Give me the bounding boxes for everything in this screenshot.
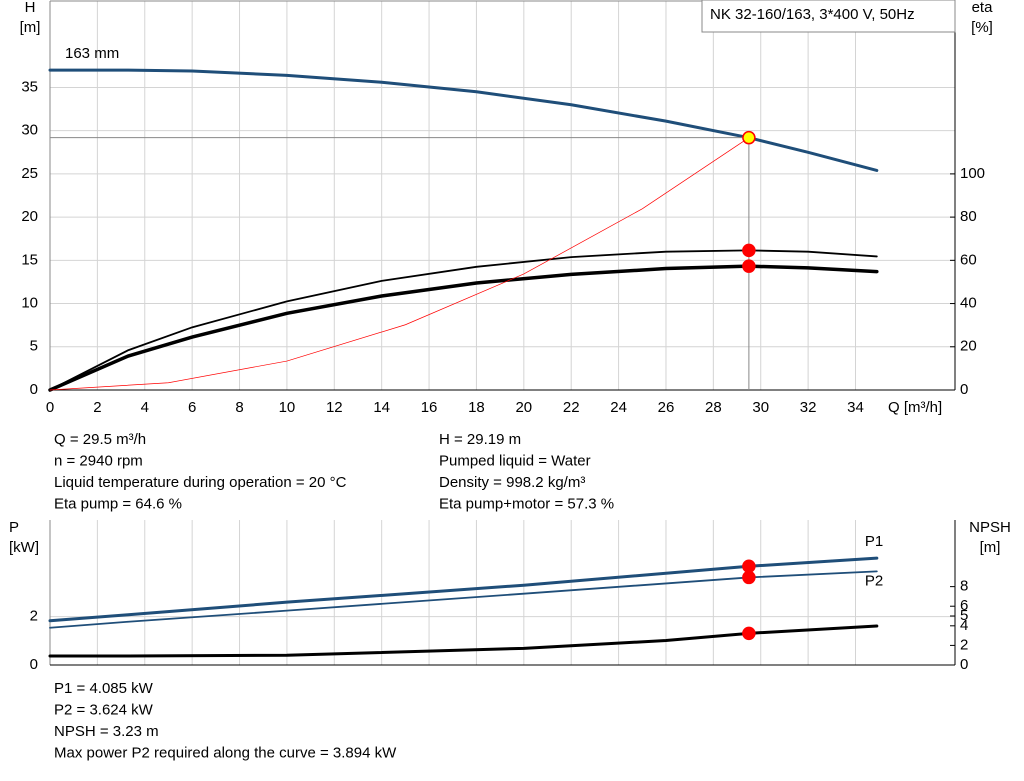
- y2-axis-label: [%]: [971, 19, 993, 36]
- x-tick-label: 20: [515, 399, 532, 416]
- y2-tick-label: 6: [960, 597, 968, 614]
- x-tick-label: 10: [279, 399, 296, 416]
- x-tick-label: 4: [141, 399, 149, 416]
- operating-point: [742, 559, 756, 574]
- info-text: P1 = 4.085 kW: [54, 680, 154, 697]
- x-tick-label: 34: [847, 399, 864, 416]
- info-text: NPSH = 3.23 m: [54, 723, 159, 740]
- x-tick-label: 6: [188, 399, 196, 416]
- y-tick-label: 2: [30, 608, 38, 625]
- y-tick-label: 15: [21, 251, 38, 268]
- x-tick-label: 2: [93, 399, 101, 416]
- curve: [49, 570, 878, 629]
- y2-tick-label: 8: [960, 578, 968, 595]
- y-tick-label: 35: [21, 78, 38, 95]
- y-tick-label: 5: [30, 338, 38, 355]
- y2-tick-label: 100: [960, 165, 985, 182]
- operating-point: [742, 130, 756, 145]
- y2-tick-label: 5: [960, 607, 968, 624]
- y-tick-label: 25: [21, 165, 38, 182]
- y2-tick-label: 0: [960, 656, 968, 673]
- y2-tick-label: 60: [960, 251, 977, 268]
- x-tick-label: 0: [46, 399, 54, 416]
- operating-point: [742, 570, 756, 585]
- x-tick-label: 24: [610, 399, 627, 416]
- info-text: Pumped liquid = Water: [439, 452, 591, 469]
- curve: [49, 249, 878, 391]
- x-tick-label: 12: [326, 399, 343, 416]
- y2-tick-label: 0: [960, 381, 968, 398]
- y-axis-label: P: [9, 519, 19, 536]
- x-tick-label: 18: [468, 399, 485, 416]
- curve: [48, 556, 879, 623]
- y2-tick-label: 80: [960, 208, 977, 225]
- info-text: Q = 29.5 m³/h: [54, 431, 146, 448]
- title-box: [701, 0, 956, 33]
- y2-axis-label: eta: [972, 0, 994, 16]
- y-axis-label: [kW]: [9, 539, 39, 556]
- info-text: P2 = 3.624 kW: [54, 701, 154, 718]
- operating-point: [742, 243, 756, 258]
- y2-axis-label: NPSH: [969, 519, 1011, 536]
- grid-layer: [49, 1, 955, 666]
- curve: [48, 68, 879, 172]
- y2-tick-label: 20: [960, 338, 977, 355]
- x-tick-label: 14: [373, 399, 390, 416]
- x-tick-label: 16: [421, 399, 438, 416]
- info-text: Eta pump = 64.6 %: [54, 495, 182, 512]
- x-tick-label: 8: [235, 399, 243, 416]
- y-tick-label: 20: [21, 208, 38, 225]
- y-axis-label: H: [25, 0, 36, 16]
- y-tick-label: 0: [30, 381, 38, 398]
- info-text: Eta pump+motor = 57.3 %: [439, 495, 614, 512]
- info-text: H = 29.19 m: [439, 431, 521, 448]
- y-tick-label: 10: [21, 295, 38, 312]
- y-tick-label: 30: [21, 122, 38, 139]
- x-tick-label: 30: [752, 399, 769, 416]
- x-axis-label: Q [m³/h]: [888, 399, 942, 416]
- y2-tick-label: 40: [960, 295, 977, 312]
- info-text: Liquid temperature during operation = 20…: [54, 474, 347, 491]
- operating-point: [742, 259, 756, 273]
- curve: [48, 264, 879, 392]
- curve-label: P1: [865, 533, 883, 550]
- x-tick-label: 26: [658, 399, 675, 416]
- operating-point: [742, 626, 756, 641]
- y-axis-label: [m]: [20, 19, 41, 36]
- y2-tick-label: 4: [960, 617, 968, 634]
- curve-label: P2: [865, 572, 883, 589]
- curve: [49, 137, 750, 391]
- info-text: Max power P2 required along the curve = …: [54, 744, 397, 761]
- info-text: n = 2940 rpm: [54, 452, 143, 469]
- x-tick-label: 22: [563, 399, 580, 416]
- info-text: Density = 998.2 kg/m³: [439, 474, 585, 491]
- y2-tick-label: 2: [960, 636, 968, 653]
- curve-label: 163 mm: [65, 45, 119, 62]
- x-tick-label: 28: [705, 399, 722, 416]
- y-tick-label: 0: [30, 656, 38, 673]
- y2-axis-label: [m]: [980, 539, 1001, 556]
- chart-title: NK 32-160/163, 3*400 V, 50Hz: [710, 6, 915, 23]
- x-tick-label: 32: [800, 399, 817, 416]
